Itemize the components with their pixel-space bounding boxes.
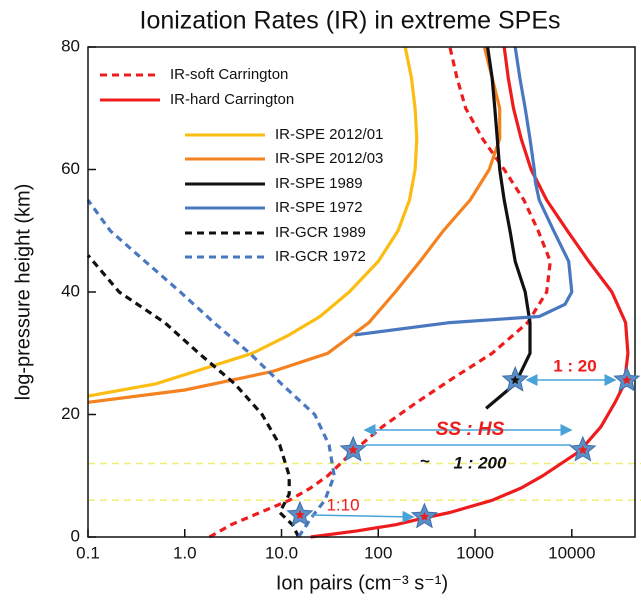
annotation: 1 : 20 xyxy=(553,356,596,375)
series-line xyxy=(87,46,419,398)
star-marker-core xyxy=(348,445,358,455)
series-line xyxy=(208,46,552,539)
y-tick-label: 20 xyxy=(61,404,80,423)
annotation: 1:10 xyxy=(326,495,359,514)
legend-label: IR-SPE 2012/03 xyxy=(275,150,383,167)
x-tick-label: 10.0 xyxy=(265,543,298,562)
star-marker-core xyxy=(510,375,520,385)
series-line xyxy=(485,46,532,410)
annotation: SS : HS xyxy=(436,419,505,440)
star-marker-core xyxy=(578,445,588,455)
legend-label: IR-SPE 1989 xyxy=(275,175,363,192)
plot-frame xyxy=(87,46,636,538)
arrows xyxy=(311,374,617,523)
star-marker-core xyxy=(295,510,305,519)
series-line xyxy=(87,46,502,404)
legend-label: IR-GCR 1989 xyxy=(275,224,366,241)
chart-title: Ionization Rates (IR) in extreme SPEs xyxy=(140,7,561,35)
legend-label: IR-SPE 2012/01 xyxy=(275,126,383,143)
y-tick-label: 40 xyxy=(61,281,80,300)
legend-label: IR-GCR 1972 xyxy=(275,248,366,265)
x-tick-label: 1.0 xyxy=(173,543,197,562)
star-marker-core xyxy=(419,511,430,521)
y-tick-label: 60 xyxy=(61,159,80,178)
arrow xyxy=(311,510,415,523)
x-tick-label: 10000 xyxy=(548,543,595,562)
star-marker-core xyxy=(622,375,632,385)
x-tick-label: 0.1 xyxy=(76,543,100,562)
legend-label: IR-soft Carrington xyxy=(170,66,288,83)
x-tick-label: 100 xyxy=(364,543,392,562)
series-line xyxy=(86,254,301,538)
annotation: 1 : 200 xyxy=(454,453,507,472)
y-tick-label: 0 xyxy=(71,526,80,545)
legend-label: IR-SPE 1972 xyxy=(275,199,363,216)
plot-area: 0.1 1.0 10.0 100 1000 10000 0 20 40 60 80 IR-soft C… xyxy=(61,36,641,562)
annotation: ~ xyxy=(420,451,430,470)
legend-label: IR-hard Carrington xyxy=(170,91,294,108)
series-line xyxy=(86,199,336,538)
series-line xyxy=(354,46,574,337)
x-tick-label: 1000 xyxy=(456,543,494,562)
x-axis-label: Ion pairs (cm⁻³ s⁻¹) xyxy=(276,572,448,594)
y-tick-label: 80 xyxy=(61,36,80,55)
y-axis-label: log-pressure height (km) xyxy=(12,184,34,401)
